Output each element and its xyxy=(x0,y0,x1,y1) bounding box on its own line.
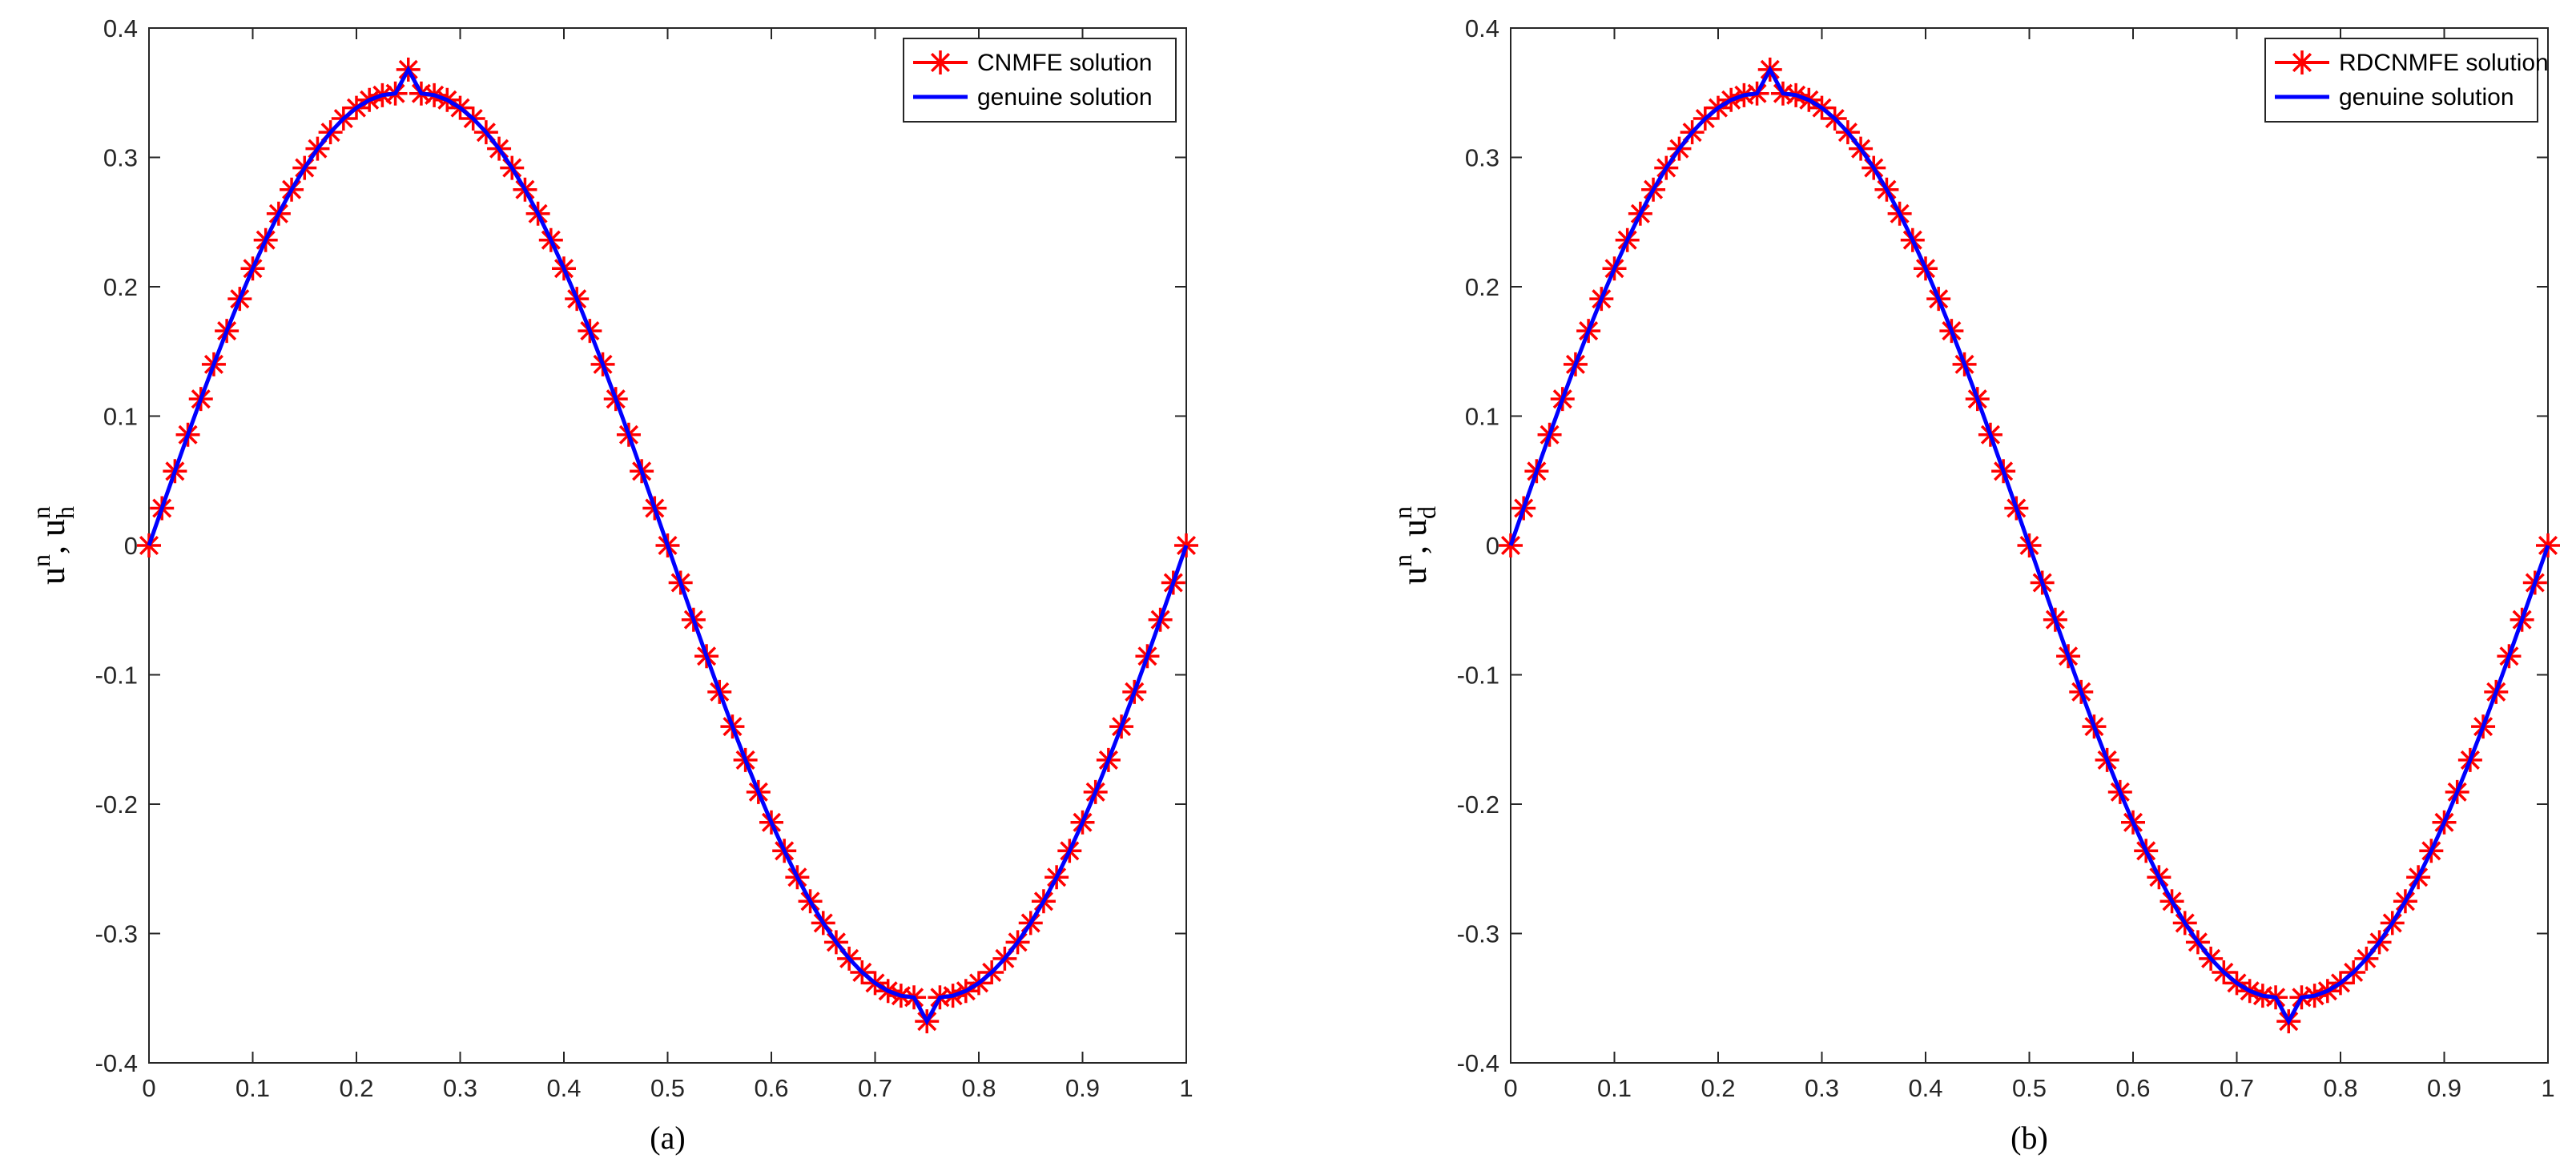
x-tick-label: 0.9 xyxy=(1065,1074,1100,1102)
x-tick-label: 0.7 xyxy=(858,1074,892,1102)
ylabel-base-1: u xyxy=(1395,567,1434,585)
ylabel-base-2: u xyxy=(33,519,72,537)
y-tick-label: -0.4 xyxy=(1457,1049,1499,1077)
y-tick-label: 0.4 xyxy=(103,14,138,42)
ylabel-sup-2: n xyxy=(1388,506,1417,519)
x-tick-label: 0.2 xyxy=(339,1074,373,1102)
series-line-genuine xyxy=(147,65,1189,1026)
y-tick-label: 0 xyxy=(124,532,138,560)
ylabel-sub-2: d xyxy=(1412,506,1441,519)
x-tick-label: 0.1 xyxy=(1597,1074,1632,1102)
y-tick-label: 0.2 xyxy=(103,273,138,301)
x-tick-label: 0 xyxy=(142,1074,155,1102)
y-tick-label: 0.1 xyxy=(103,403,138,431)
ylabel-base-2: u xyxy=(1395,519,1434,537)
x-tick-label: 1 xyxy=(2541,1074,2554,1102)
y-tick-label: -0.1 xyxy=(95,662,138,690)
panel-caption: (b) xyxy=(2010,1120,2048,1156)
chart-panel-b: 0 0.1 0.2 0.3 0.4 0.5 0.6 0.7 0.8 0.9 1 -0.4 -0.3 -0.… xyxy=(1388,14,2560,1156)
y-tick-label: -0.3 xyxy=(1457,920,1499,948)
legend-label-genuine: genuine solution xyxy=(2339,84,2514,111)
y-axis-label: un, und xyxy=(1388,506,1441,585)
x-tick-label: 0 xyxy=(1503,1074,1517,1102)
x-tick-label: 0.6 xyxy=(754,1074,788,1102)
x-tick-label: 0.1 xyxy=(235,1074,270,1102)
ylabel-sep: , xyxy=(33,537,72,554)
legend-label-genuine: genuine solution xyxy=(977,84,1153,111)
series-line-genuine xyxy=(1508,65,2550,1026)
legend-label-solution: CNMFE solution xyxy=(977,50,1152,76)
y-tick-label: -0.1 xyxy=(1457,662,1499,690)
ylabel-sup-1: n xyxy=(26,554,55,567)
x-tick-label: 0.5 xyxy=(2012,1074,2047,1102)
y-axis-label: un, unh xyxy=(26,506,79,585)
chart-panel-a: 0 0.1 0.2 0.3 0.4 0.5 0.6 0.7 0.8 0.9 1 -0.4 -0.3 -0.… xyxy=(26,14,1198,1156)
y-tick-label: -0.4 xyxy=(95,1049,138,1077)
panel-caption: (a) xyxy=(650,1120,685,1156)
x-tick-label: 0.9 xyxy=(2427,1074,2461,1102)
x-tick-label: 0.8 xyxy=(2323,1074,2357,1102)
y-tick-label: 0.3 xyxy=(1465,144,1499,172)
x-tick-label: 1 xyxy=(1179,1074,1193,1102)
y-tick-label: 0.3 xyxy=(103,144,138,172)
ylabel-sup-1: n xyxy=(1388,554,1417,567)
x-tick-label: 0.4 xyxy=(1908,1074,1942,1102)
ylabel-base-1: u xyxy=(33,567,72,585)
y-tick-label: 0 xyxy=(1486,532,1499,560)
y-tick-label: -0.2 xyxy=(1457,791,1499,819)
y-tick-label: 0.4 xyxy=(1465,14,1499,42)
ylabel-sub-2: h xyxy=(50,506,79,519)
ylabel-sup-2: n xyxy=(26,506,55,519)
ylabel-sep: , xyxy=(1395,537,1434,554)
legend-label-solution: RDCNMFE solution xyxy=(2339,50,2549,76)
x-tick-label: 0.5 xyxy=(650,1074,685,1102)
legend: CNMFE solution genuine solution xyxy=(903,38,1177,123)
legend: RDCNMFE solution genuine solution xyxy=(2264,38,2549,123)
legend-marker-asterisk xyxy=(928,50,952,74)
x-tick-label: 0.4 xyxy=(546,1074,581,1102)
x-tick-label: 0.2 xyxy=(1701,1074,1735,1102)
x-tick-label: 0.3 xyxy=(443,1074,477,1102)
y-tick-label: 0.2 xyxy=(1465,273,1499,301)
x-tick-label: 0.6 xyxy=(2115,1074,2150,1102)
legend-marker-asterisk xyxy=(2290,50,2314,74)
y-tick-label: -0.2 xyxy=(95,791,138,819)
x-tick-label: 0.7 xyxy=(2220,1074,2254,1102)
y-tick-label: 0.1 xyxy=(1465,403,1499,431)
x-tick-label: 0.8 xyxy=(961,1074,996,1102)
y-tick-label: -0.3 xyxy=(95,920,138,948)
x-tick-label: 0.3 xyxy=(1805,1074,1839,1102)
